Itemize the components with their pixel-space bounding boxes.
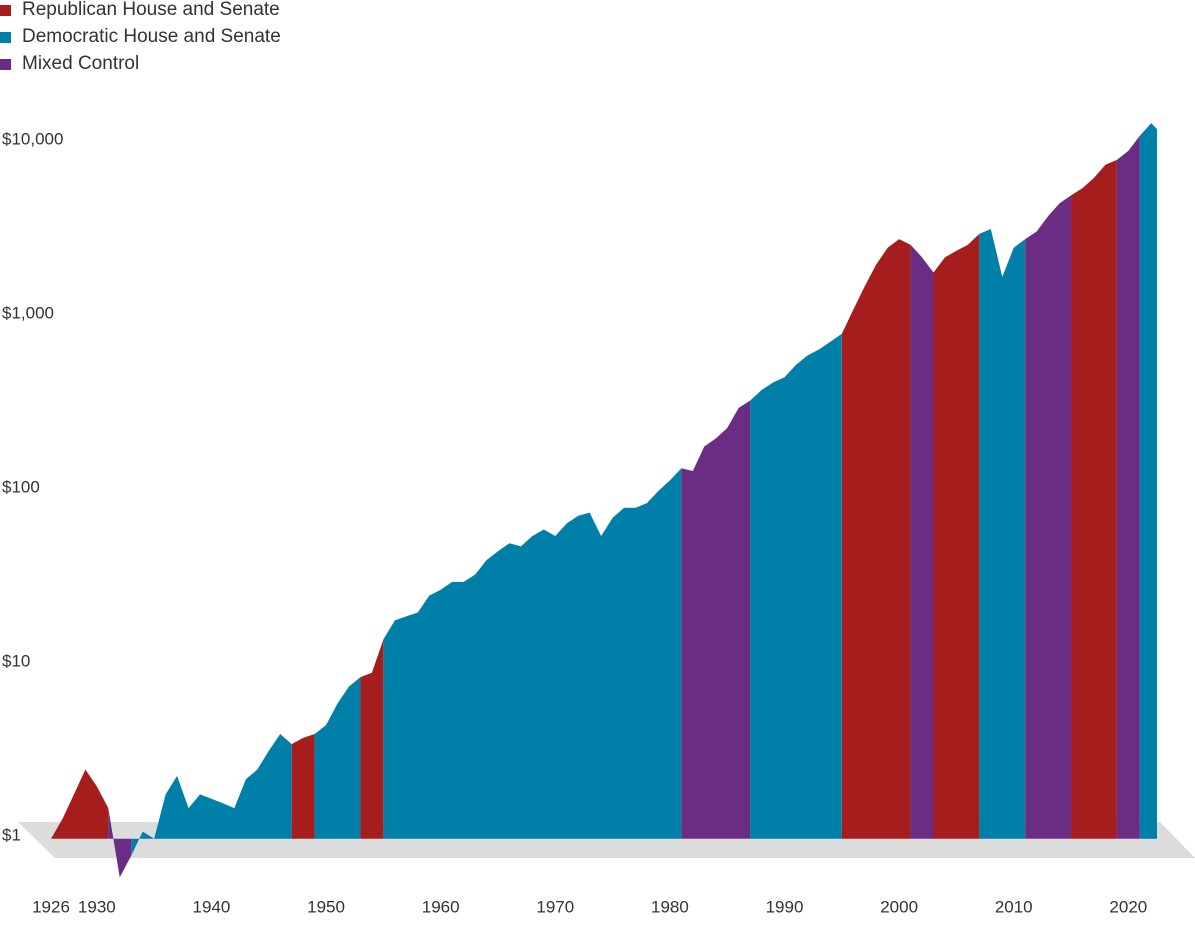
legend-label: Republican House and Senate: [22, 0, 280, 20]
y-tick-label: $1: [2, 825, 21, 844]
x-tick-label: 1990: [766, 897, 804, 916]
legend-swatch: [0, 32, 11, 43]
legend-label: Democratic House and Senate: [22, 26, 281, 47]
x-tick-label: 2020: [1109, 897, 1147, 916]
x-tick-label: 1926: [32, 897, 70, 916]
area: [108, 135, 1140, 878]
x-tick-label: 1950: [307, 897, 345, 916]
x-tick-label: 2010: [995, 897, 1033, 916]
x-tick-label: 1970: [536, 897, 574, 916]
legend-label: Mixed Control: [22, 53, 139, 74]
x-tick-label: 1980: [651, 897, 689, 916]
x-tick-label: 1940: [193, 897, 231, 916]
y-tick-label: $1,000: [2, 303, 54, 322]
areas: [51, 123, 1157, 878]
legend: Republican House and Senate Democratic Ho…: [0, 0, 281, 74]
y-tick-label: $100: [2, 477, 40, 496]
y-tick-label: $10,000: [2, 129, 63, 148]
x-tick-label: 1930: [78, 897, 116, 916]
area: [131, 123, 1157, 856]
area: [51, 159, 1117, 839]
x-tick-label: 1960: [422, 897, 460, 916]
x-tick-label: 2000: [880, 897, 918, 916]
y-tick-label: $10: [2, 651, 30, 670]
legend-swatch: [0, 59, 11, 70]
legend-swatch: [0, 5, 11, 16]
